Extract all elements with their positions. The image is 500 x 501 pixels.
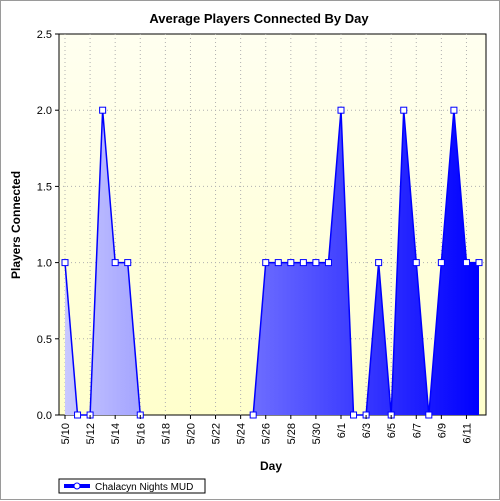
x-tick-label: 5/22 [211, 423, 223, 444]
data-point-marker [274, 259, 282, 267]
data-point-marker [124, 259, 132, 267]
y-tick-label: 1.5 [37, 181, 52, 193]
data-point-marker [299, 259, 307, 267]
data-point-marker [249, 411, 257, 419]
legend-box [58, 478, 206, 494]
data-point-marker [337, 106, 345, 114]
legend: Chalacyn Nights MUD [58, 478, 206, 494]
x-tick-label: 5/12 [85, 423, 97, 444]
data-point-marker [350, 411, 358, 419]
x-tick-label: 6/11 [461, 423, 473, 444]
x-tick-label: 6/3 [361, 423, 373, 438]
x-tick-label: 6/5 [386, 423, 398, 438]
series-area-segment [65, 110, 141, 415]
data-point-marker [111, 259, 119, 267]
data-point-marker [462, 259, 470, 267]
data-point-marker [450, 106, 458, 114]
data-point-marker [475, 259, 483, 267]
x-tick-label: 6/7 [411, 423, 423, 438]
y-tick-label: 0.5 [37, 334, 52, 346]
data-point-marker [375, 259, 383, 267]
chart-title: Average Players Connected By Day [149, 11, 369, 26]
data-point-marker [74, 411, 82, 419]
data-point-marker [61, 259, 69, 267]
y-tick-label: 1.0 [37, 258, 52, 270]
data-point-marker [437, 259, 445, 267]
x-tick-label: 5/10 [60, 423, 72, 444]
data-point-marker [287, 259, 295, 267]
x-axis: 5/10 5/12 5/14 5/16 5/18 5/20 5/22 5/24 5/26 5/28… [60, 415, 473, 444]
data-point-marker [412, 259, 420, 267]
x-tick-label: 5/30 [311, 423, 323, 444]
y-axis: 0.0 0.5 1.0 1.5 2.0 2.5 [37, 29, 59, 422]
data-point-marker [312, 259, 320, 267]
data-point-marker [99, 106, 107, 114]
x-tick-label: 6/1 [336, 423, 348, 438]
x-axis-title: Day [260, 459, 282, 473]
series-area-segment [253, 110, 479, 415]
x-tick-label: 5/14 [110, 423, 122, 444]
x-tick-label: 5/20 [185, 423, 197, 444]
legend-series-label: Chalacyn Nights MUD [95, 482, 193, 493]
legend-marker-swatch [73, 482, 81, 490]
x-tick-label: 5/18 [160, 423, 172, 444]
series-areas [65, 110, 479, 415]
y-axis-title: Players Connected [9, 171, 23, 279]
x-tick-label: 6/9 [436, 423, 448, 438]
y-tick-label: 0.0 [37, 410, 52, 422]
x-tick-label: 5/28 [286, 423, 298, 444]
data-point-marker [425, 411, 433, 419]
data-point-marker [400, 106, 408, 114]
x-tick-label: 5/26 [261, 423, 273, 444]
data-point-marker [262, 259, 270, 267]
y-tick-label: 2.5 [37, 29, 52, 41]
y-tick-label: 2.0 [37, 105, 52, 117]
data-point-marker [324, 259, 332, 267]
x-tick-label: 5/24 [236, 423, 248, 444]
x-tick-label: 5/16 [135, 423, 147, 444]
